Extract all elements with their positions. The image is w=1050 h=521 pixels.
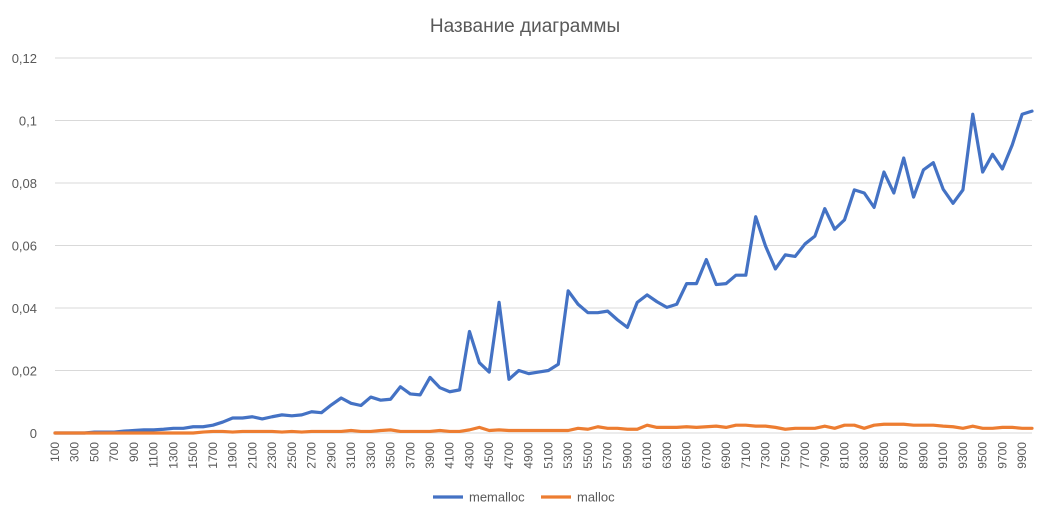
series-lines — [53, 109, 1034, 435]
x-tick-label: 3500 — [384, 442, 398, 469]
x-tick-label: 7900 — [818, 442, 832, 469]
x-tick-label: 3900 — [423, 442, 437, 469]
x-tick-label: 9300 — [956, 442, 970, 469]
y-tick-label: 0 — [30, 426, 37, 441]
x-tick-label: 1700 — [206, 442, 220, 469]
x-tick-label: 6700 — [699, 442, 713, 469]
x-tick-label: 5300 — [561, 442, 575, 469]
x-tick-label: 6300 — [660, 442, 674, 469]
series-line-memalloc — [53, 109, 1034, 435]
x-tick-label: 4700 — [502, 442, 516, 469]
x-tick-label: 7300 — [759, 442, 773, 469]
x-tick-label: 2100 — [245, 442, 259, 469]
x-tick-label: 2500 — [285, 442, 299, 469]
x-tick-label: 7700 — [798, 442, 812, 469]
x-tick-label: 6900 — [719, 442, 733, 469]
y-axis-ticks: 0 0,02 0,04 0,06 0,08 0,1 0,12 — [12, 51, 37, 441]
y-tick-label: 0,04 — [12, 301, 37, 316]
chart-title: Название диаграммы — [430, 16, 620, 37]
x-tick-label: 7500 — [778, 442, 792, 469]
x-tick-label: 4100 — [443, 442, 457, 469]
y-tick-label: 0,02 — [12, 364, 37, 379]
x-tick-label: 6500 — [680, 442, 694, 469]
x-tick-label: 5500 — [581, 442, 595, 469]
x-tick-label: 300 — [68, 442, 82, 462]
x-axis-ticks: 100 300 500 700 900 1100 1300 1500 1700 1900 2100 2… — [48, 442, 1029, 469]
y-tick-label: 0,12 — [12, 51, 37, 66]
x-tick-label: 3300 — [364, 442, 378, 469]
legend: memalloc malloc — [433, 490, 615, 505]
y-tick-label: 0,1 — [19, 114, 37, 129]
x-tick-label: 500 — [87, 442, 101, 462]
x-tick-label: 8100 — [837, 442, 851, 469]
x-tick-label: 8900 — [916, 442, 930, 469]
x-tick-label: 5900 — [620, 442, 634, 469]
x-tick-label: 9900 — [1015, 442, 1029, 469]
x-tick-label: 4300 — [462, 442, 476, 469]
x-tick-label: 700 — [107, 442, 121, 462]
x-tick-label: 2900 — [324, 442, 338, 469]
x-tick-label: 3700 — [403, 442, 417, 469]
y-tick-label: 0,08 — [12, 176, 37, 191]
legend-label-malloc: malloc — [577, 490, 615, 505]
x-tick-label: 9700 — [995, 442, 1009, 469]
x-tick-label: 5700 — [601, 442, 615, 469]
y-tick-label: 0,06 — [12, 239, 37, 254]
x-tick-label: 4900 — [522, 442, 536, 469]
x-tick-label: 1900 — [226, 442, 240, 469]
x-tick-label: 1300 — [166, 442, 180, 469]
x-tick-label: 9500 — [976, 442, 990, 469]
x-tick-label: 100 — [48, 442, 62, 462]
x-tick-label: 9100 — [936, 442, 950, 469]
x-tick-label: 5100 — [541, 442, 555, 469]
x-tick-label: 1100 — [147, 442, 161, 468]
x-tick-label: 8500 — [877, 442, 891, 469]
x-tick-label: 2700 — [305, 442, 319, 469]
x-tick-label: 7100 — [739, 442, 753, 469]
x-tick-label: 2300 — [265, 442, 279, 469]
x-tick-label: 8700 — [897, 442, 911, 469]
x-tick-label: 3100 — [344, 442, 358, 469]
x-tick-label: 6100 — [640, 442, 654, 469]
legend-label-memalloc: memalloc — [469, 490, 525, 505]
series-line-malloc — [53, 422, 1034, 435]
x-tick-label: 1500 — [186, 442, 200, 469]
x-tick-label: 4500 — [482, 442, 496, 469]
x-tick-label: 8300 — [857, 442, 871, 469]
gridlines — [55, 57, 1032, 434]
x-tick-label: 900 — [127, 442, 141, 462]
